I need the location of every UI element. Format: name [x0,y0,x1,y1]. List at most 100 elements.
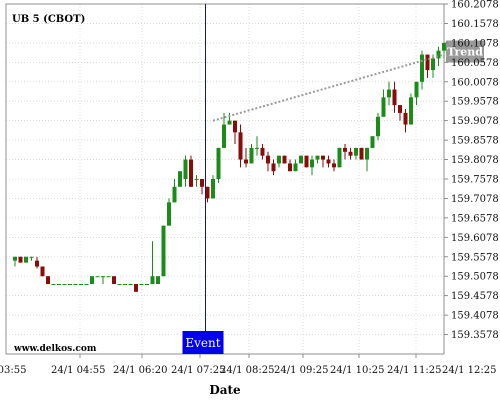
candle-body [57,284,61,285]
candle-body [414,81,419,98]
grid-lines [6,3,444,354]
candle-body [337,147,342,168]
candle-body [24,256,28,263]
candle-body [117,284,122,285]
y-tick-label: 159.6078 [451,233,499,244]
y-tick-label: 159.5078 [451,272,499,283]
x-tick-label: 24/1 09:25 [274,365,328,376]
candle-body [293,163,298,172]
x-tick-label: 24/1 03:55 [0,365,26,376]
x-tick-label: 24/1 08:25 [220,365,274,376]
candle-body [310,159,314,168]
candle-body [128,284,133,285]
candle-body [277,155,281,164]
candle-body [156,276,160,284]
candle-body [321,155,325,160]
y-tick-label: 160.1078 [451,38,499,49]
candle-body [46,276,50,284]
candle-body [227,120,232,125]
trend-label: Trend [447,46,483,59]
candle-body [282,155,287,164]
candle-body [123,284,127,285]
y-tick-label: 160.2078 [451,0,499,11]
candle-body [403,112,408,125]
candle-body [255,147,259,149]
y-tick-label: 159.5578 [451,252,499,263]
y-axis-ticks: 159.3578 159.4078 159.4578 159.5078 159.5578… [444,0,499,341]
candle-body [79,284,83,285]
event-label-box [182,331,224,354]
candle-body [183,159,188,179]
candle-body [381,97,386,117]
y-tick-label: 159.4078 [451,311,499,322]
overlays: Event Trend [182,4,484,354]
candle-body [189,159,193,187]
candle-body [134,284,138,292]
y-tick-label: 159.4578 [451,291,499,302]
candle-body [18,256,23,263]
candles [13,42,446,292]
candle-body [29,256,34,258]
watermark: www.delkos.com [13,344,97,354]
candle-body [359,147,364,160]
candle-body [299,155,303,164]
candle-body [178,171,182,187]
candle-body [392,89,397,106]
x-tick-label: 24/1 07:25 [171,365,225,376]
candle-body [431,58,435,71]
x-tick-label: 24/1 11:25 [387,365,441,376]
candle-body [73,284,78,285]
candle-body [194,179,199,180]
candle-body [51,284,56,285]
candle-body [332,163,336,168]
candle-body [222,124,226,148]
candle-body [238,132,243,160]
x-tick-label: 24/1 04:55 [51,365,105,376]
candle-body [216,147,221,179]
x-axis-title: Date [209,383,241,397]
candle-body [106,276,111,278]
candle-body [376,116,380,137]
y-tick-label: 159.3578 [451,330,499,341]
candle-body [354,147,358,156]
candle-body [35,260,39,267]
y-tick-label: 159.6578 [451,213,499,224]
candle-body [200,179,204,187]
candle-body [84,284,89,285]
candle-body [425,54,430,71]
chart-title: UB 5 (CBOT) [12,14,85,25]
candle-body [387,89,391,98]
trend-line [212,53,445,122]
candle-body [249,147,254,164]
candle-body [95,276,100,278]
trend-label-box [446,40,484,63]
y-tick-label: 159.8578 [451,136,499,147]
candle-body [13,256,17,261]
x-tick-label: 24/1 12:25 [442,365,496,376]
candle-body [271,163,276,172]
y-tick-label: 159.7078 [451,194,499,205]
candle-body [145,284,149,285]
candle-body [90,276,94,284]
candle-body [233,120,237,133]
candle-body [172,186,177,203]
candle-body [244,159,248,164]
candle-body [161,225,166,277]
candle-body [40,266,45,277]
candle-body [436,50,441,59]
candle-body [365,147,369,160]
candle-body [167,202,171,226]
candle-body [343,147,347,152]
y-tick-label: 159.7578 [451,175,499,186]
candle-body [150,276,155,284]
x-tick-label: 24/1 10:25 [330,365,384,376]
candle-body [370,136,375,148]
candle-body [266,155,270,164]
candle-body [68,284,72,285]
event-label: Event [185,336,220,350]
candle-body [101,276,105,278]
y-tick-label: 160.0078 [451,77,499,88]
y-tick-label: 159.9078 [451,116,499,127]
candle-body [348,151,353,156]
